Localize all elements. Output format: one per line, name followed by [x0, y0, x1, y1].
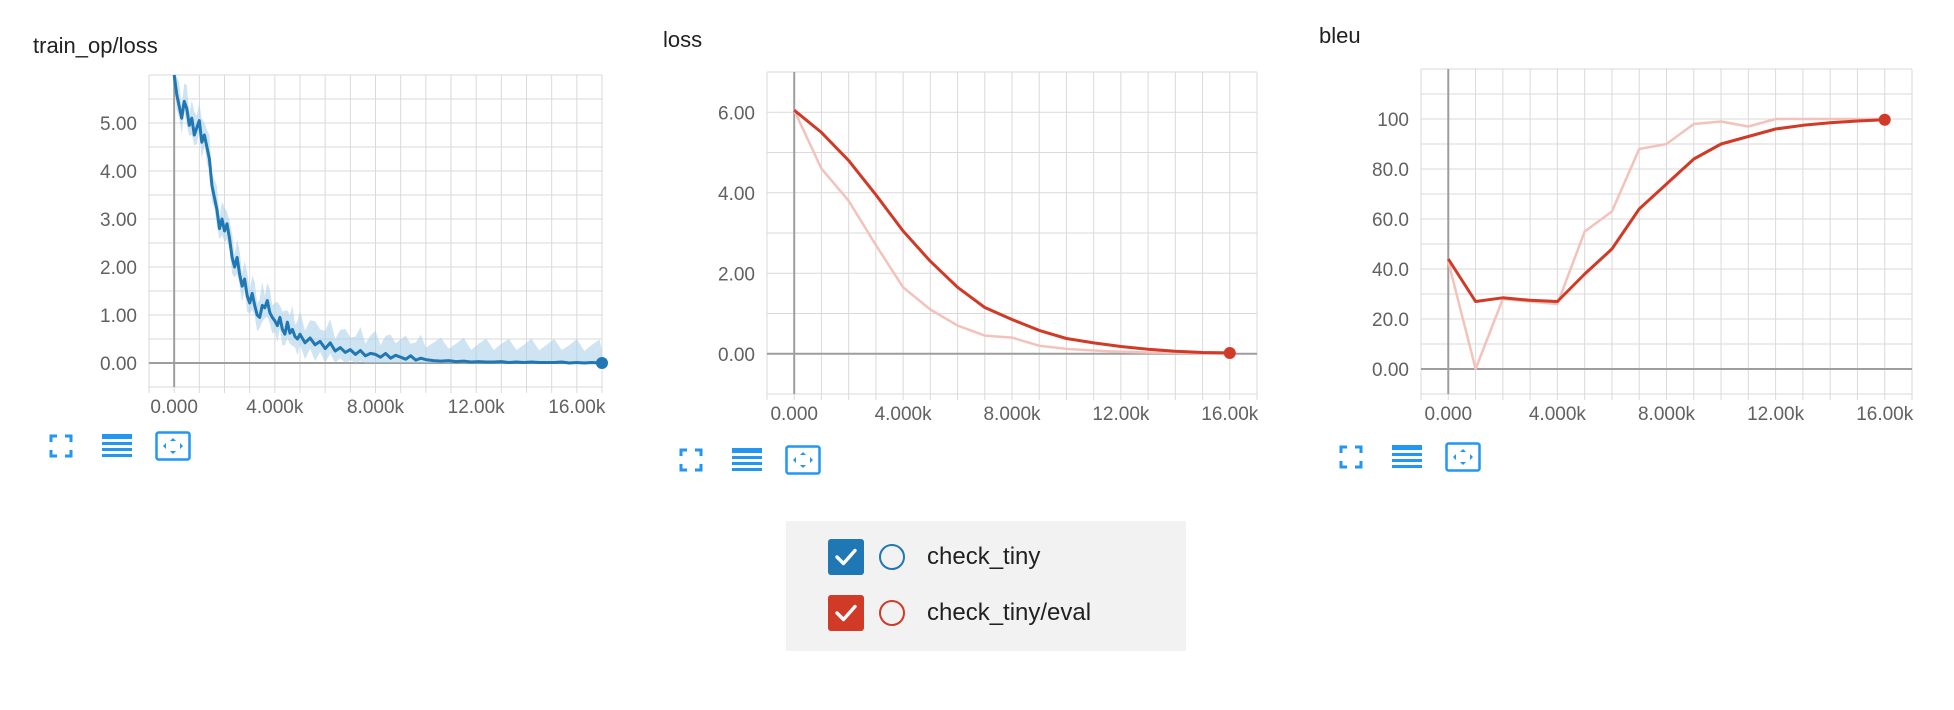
- x-tick-label: 16.00k: [1201, 404, 1259, 425]
- checkmark-icon: [835, 548, 857, 566]
- fullscreen-icon: [48, 433, 74, 464]
- chart-toolbar: [674, 444, 842, 480]
- x-tick-label: 8.000k: [347, 397, 405, 418]
- x-tick-label: 4.000k: [875, 404, 933, 425]
- run-label: check_tiny/eval: [927, 599, 1092, 626]
- run-color-circle[interactable]: [879, 600, 905, 626]
- series-endpoint-marker: [1878, 113, 1891, 126]
- series-endpoint-marker: [1223, 346, 1236, 359]
- x-tick-label: 8.000k: [1638, 404, 1696, 425]
- fit-domain-icon: [1445, 441, 1481, 477]
- fit-domain-button[interactable]: [785, 444, 821, 480]
- x-tick-label: 16.00k: [548, 397, 606, 418]
- y-tick-label: 5.00: [100, 114, 137, 135]
- list-icon: [731, 446, 763, 479]
- fullscreen-icon: [1338, 444, 1364, 475]
- x-tick-label: 4.000k: [246, 397, 304, 418]
- run-checkbox[interactable]: [828, 595, 864, 631]
- x-tick-label: 8.000k: [983, 404, 1041, 425]
- checkmark-icon: [835, 604, 857, 622]
- y-tick-label: 40.0: [1372, 260, 1409, 281]
- fullscreen-button[interactable]: [674, 445, 708, 479]
- y-tick-label: 0.00: [100, 354, 137, 375]
- y-tick-label: 0.00: [1372, 360, 1409, 381]
- chart-toolbar: [44, 430, 212, 466]
- fullscreen-icon: [678, 447, 704, 478]
- list-button[interactable]: [730, 445, 764, 479]
- chart-toolbar: [1334, 441, 1502, 477]
- y-tick-label: 6.00: [718, 103, 755, 124]
- y-tick-label: 0.00: [718, 345, 755, 366]
- y-tick-label: 4.00: [100, 162, 137, 183]
- fit-domain-icon: [155, 430, 191, 466]
- y-tick-label: 80.0: [1372, 160, 1409, 181]
- chart-card-bleu: bleu 0.00 20.0 40.0 60.0 80.0 100 0.000 4.000k 8…: [1290, 0, 1940, 500]
- fit-domain-button[interactable]: [1445, 441, 1481, 477]
- run-checkbox[interactable]: [828, 539, 864, 575]
- chart-title: loss: [663, 27, 703, 52]
- run-color-circle[interactable]: [879, 544, 905, 570]
- x-tick-label: 12.00k: [1747, 404, 1805, 425]
- legend-item[interactable]: check_tiny/eval: [828, 594, 1091, 632]
- chart-card-train-op-loss: train_op/loss 0.00 1.00 2.00 3.00 4.00 5.00 0.…: [0, 0, 620, 500]
- grid: [766, 71, 1258, 395]
- chart-plot[interactable]: 0.00 1.00 2.00 3.00 4.00 5.00 0.000 4.000k 8.000…: [0, 0, 620, 440]
- x-tick-label: 12.00k: [1092, 404, 1150, 425]
- series-endpoint-marker: [596, 357, 608, 369]
- y-tick-label: 3.00: [100, 210, 137, 231]
- run-label: check_tiny: [927, 543, 1041, 570]
- list-button[interactable]: [100, 431, 134, 465]
- x-tick-label: 0.000: [1425, 404, 1473, 425]
- y-tick-label: 20.0: [1372, 310, 1409, 331]
- list-icon: [1391, 443, 1423, 476]
- series-line: [793, 109, 1230, 355]
- y-tick-label: 100: [1377, 110, 1409, 131]
- x-tick-label: 12.00k: [448, 397, 506, 418]
- chart-card-loss: loss 0.00 2.00 4.00 6.00 0.000 4.000k 8.000k 12…: [630, 0, 1280, 500]
- chart-title: bleu: [1319, 23, 1361, 48]
- runs-legend: check_tiny check_tiny/eval: [786, 521, 1186, 651]
- y-tick-label: 2.00: [100, 258, 137, 279]
- y-tick-label: 60.0: [1372, 210, 1409, 231]
- list-icon: [101, 432, 133, 465]
- fullscreen-button[interactable]: [1334, 442, 1368, 476]
- series-line: [1447, 118, 1885, 303]
- y-tick-label: 4.00: [718, 184, 755, 205]
- chart-title: train_op/loss: [33, 33, 158, 58]
- list-button[interactable]: [1390, 442, 1424, 476]
- y-tick-label: 1.00: [100, 306, 137, 327]
- fit-domain-icon: [785, 444, 821, 480]
- chart-plot[interactable]: 0.00 20.0 40.0 60.0 80.0 100 0.000 4.000k 8.000k…: [1290, 0, 1940, 440]
- series-line: [172, 74, 602, 365]
- series-line: [793, 109, 1230, 356]
- legend-item[interactable]: check_tiny: [828, 538, 1040, 576]
- fullscreen-button[interactable]: [44, 431, 78, 465]
- fit-domain-button[interactable]: [155, 430, 191, 466]
- y-tick-label: 2.00: [718, 264, 755, 285]
- x-tick-label: 4.000k: [1529, 404, 1587, 425]
- x-tick-label: 16.00k: [1856, 404, 1914, 425]
- x-tick-label: 0.000: [770, 404, 818, 425]
- x-tick-label: 0.000: [150, 397, 198, 418]
- chart-plot[interactable]: 0.00 2.00 4.00 6.00 0.000 4.000k 8.000k 12.00k 1…: [630, 0, 1280, 440]
